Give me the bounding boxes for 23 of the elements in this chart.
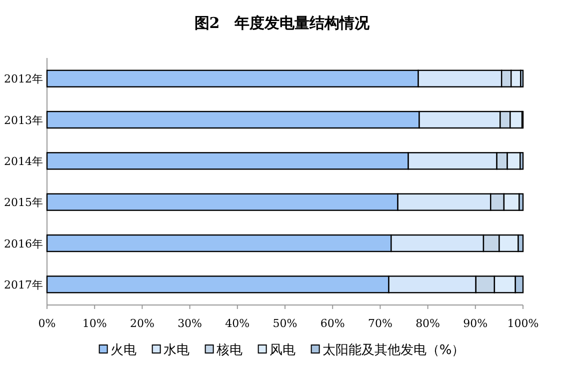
x-tick-label: 60%: [320, 317, 345, 330]
x-tick-label: 90%: [463, 317, 488, 330]
x-tick-label: 30%: [178, 317, 202, 330]
x-tick-label: 0%: [38, 317, 56, 330]
legend-label: 太阳能及其他发电（%）: [322, 343, 465, 358]
legend-label: 风电: [269, 343, 296, 358]
x-tick-label: 80%: [416, 317, 440, 330]
y-tick-label: 2016年: [4, 237, 43, 250]
chart-title: 图2 年度发电量结构情况: [194, 14, 371, 32]
x-tick-label: 10%: [82, 317, 107, 330]
y-tick-label: 2014年: [4, 154, 43, 168]
y-tick-label: 2013年: [4, 114, 43, 127]
x-tick-label: 70%: [368, 317, 392, 330]
y-tick-label: 2015年: [4, 196, 43, 210]
legend-label: 水电: [163, 343, 190, 358]
y-tick-label: 2012年: [4, 72, 43, 86]
x-tick-label: 20%: [130, 317, 154, 330]
legend-label: 火电: [110, 343, 136, 358]
x-tick-label: 100%: [507, 317, 539, 330]
legend-label: 核电: [215, 343, 242, 358]
x-tick-label: 40%: [225, 317, 250, 330]
y-tick-label: 2017年: [4, 278, 43, 292]
x-tick-label: 50%: [272, 317, 298, 330]
